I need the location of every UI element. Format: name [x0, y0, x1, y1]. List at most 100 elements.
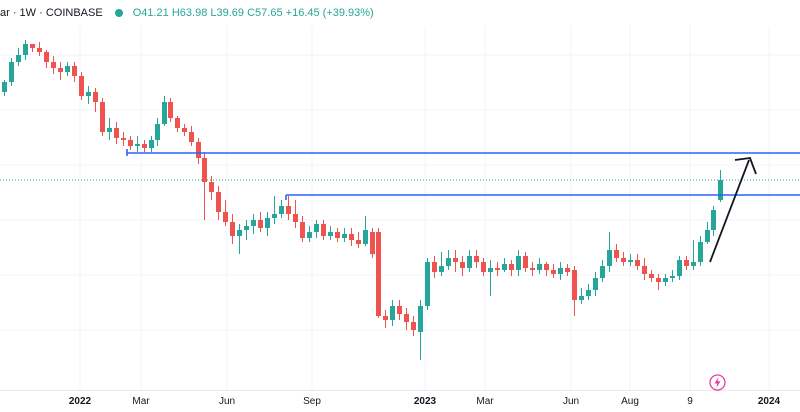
candle-up	[155, 124, 160, 140]
candle-down	[551, 270, 556, 274]
candle-down	[58, 68, 63, 72]
candle-up	[677, 260, 682, 276]
candle-up	[307, 232, 312, 238]
candle-down	[142, 144, 147, 148]
lightning-icon[interactable]	[709, 374, 726, 391]
time-axis-tick: Jun	[562, 396, 580, 407]
time-axis-tick: 2024	[757, 396, 781, 407]
candle-down	[30, 44, 35, 48]
candle-up	[516, 256, 521, 270]
candle-down	[635, 260, 640, 266]
candle-up	[23, 44, 28, 55]
candle-down	[114, 128, 119, 138]
candle-up	[314, 224, 319, 232]
close-value: C57.65	[247, 7, 283, 19]
candle-up	[149, 140, 154, 148]
candle-up	[16, 55, 21, 62]
market-status-icon	[114, 9, 123, 17]
candle-down	[286, 206, 291, 214]
candle-down	[523, 256, 528, 268]
candle-down	[72, 66, 77, 76]
candle-up	[502, 264, 507, 270]
candle-down	[383, 316, 388, 320]
candle-down	[460, 262, 465, 268]
candle-down	[432, 262, 437, 272]
trend-arrow-head	[734, 157, 757, 175]
time-axis-tick: Jun	[218, 396, 236, 407]
candle-up	[628, 260, 633, 262]
candle-down	[230, 222, 235, 236]
time-axis-tick: 2022	[68, 396, 92, 407]
candle-up	[537, 264, 542, 270]
candle-down	[404, 314, 409, 322]
trend-arrow	[709, 159, 750, 263]
candle-down	[293, 214, 298, 222]
candle-down	[51, 62, 56, 68]
candle-down	[370, 232, 375, 254]
candle-up	[237, 230, 242, 236]
candle-down	[202, 158, 207, 182]
candle-up	[272, 214, 277, 218]
candle-down	[258, 220, 263, 228]
candle-up	[418, 306, 423, 332]
candle-down	[544, 264, 549, 270]
ohlc-readout: O41.21 H63.98 L39.69 C57.65 +16.45 (+39.…	[133, 7, 374, 19]
candle-down	[196, 142, 201, 158]
candle-up	[593, 278, 598, 290]
high-value: H63.98	[171, 7, 208, 19]
change-value: +16.45 (+39.93%)	[285, 7, 374, 19]
candle-up	[363, 230, 368, 244]
candle-down	[100, 102, 105, 132]
low-value: L39.69	[210, 7, 245, 19]
candle-up	[691, 262, 696, 266]
candle-up	[579, 296, 584, 300]
time-axis-tick: 2023	[413, 396, 437, 407]
candle-up	[279, 206, 284, 214]
candle-up	[467, 256, 472, 268]
candle-up	[2, 82, 7, 92]
candle-down	[356, 240, 361, 244]
candle-down	[321, 224, 326, 236]
candle-up	[65, 66, 70, 72]
candle-down	[349, 234, 354, 240]
symbol-title[interactable]: ar · 1W · COINBASE	[0, 7, 103, 19]
candle-up	[711, 210, 716, 230]
candle-down	[216, 192, 221, 212]
candle-down	[642, 266, 647, 274]
candle-down	[684, 260, 689, 266]
candle-down	[649, 274, 654, 278]
candle-down	[614, 250, 619, 258]
candle-up	[251, 220, 256, 226]
symbol-info-bar: ar · 1W · COINBASE O41.21 H63.98 L39.69 …	[0, 0, 800, 26]
candle-down	[93, 92, 98, 102]
candle-down	[79, 76, 84, 96]
candle-up	[607, 250, 612, 266]
candle-up	[558, 268, 563, 274]
candle-up	[162, 102, 167, 124]
candle-up	[718, 180, 723, 200]
candle-down	[495, 268, 500, 270]
candle-up	[9, 62, 14, 82]
candle-down	[182, 128, 187, 132]
candle-up	[328, 232, 333, 236]
candle-down	[474, 256, 479, 262]
candle-up	[244, 226, 249, 230]
candle-down	[128, 140, 133, 146]
candle-up	[586, 290, 591, 296]
candle-down	[453, 258, 458, 262]
candle-up	[446, 258, 451, 266]
open-value: O41.21	[132, 7, 169, 19]
candle-up	[705, 230, 710, 242]
time-axis-tick: Sep	[303, 396, 321, 407]
time-axis-tick: Mar	[132, 396, 150, 407]
candle-down	[44, 52, 49, 62]
candle-up	[600, 266, 605, 278]
candle-down	[656, 278, 661, 282]
candle-up	[698, 242, 703, 262]
price-chart[interactable]	[0, 0, 800, 391]
candle-down	[37, 48, 42, 52]
candle-down	[565, 268, 570, 272]
candle-down	[168, 102, 173, 118]
candle-down	[530, 268, 535, 270]
time-axis[interactable]: 2022 Mar Jun Sep 2023 Mar Jun Aug 9 2024	[0, 391, 800, 412]
